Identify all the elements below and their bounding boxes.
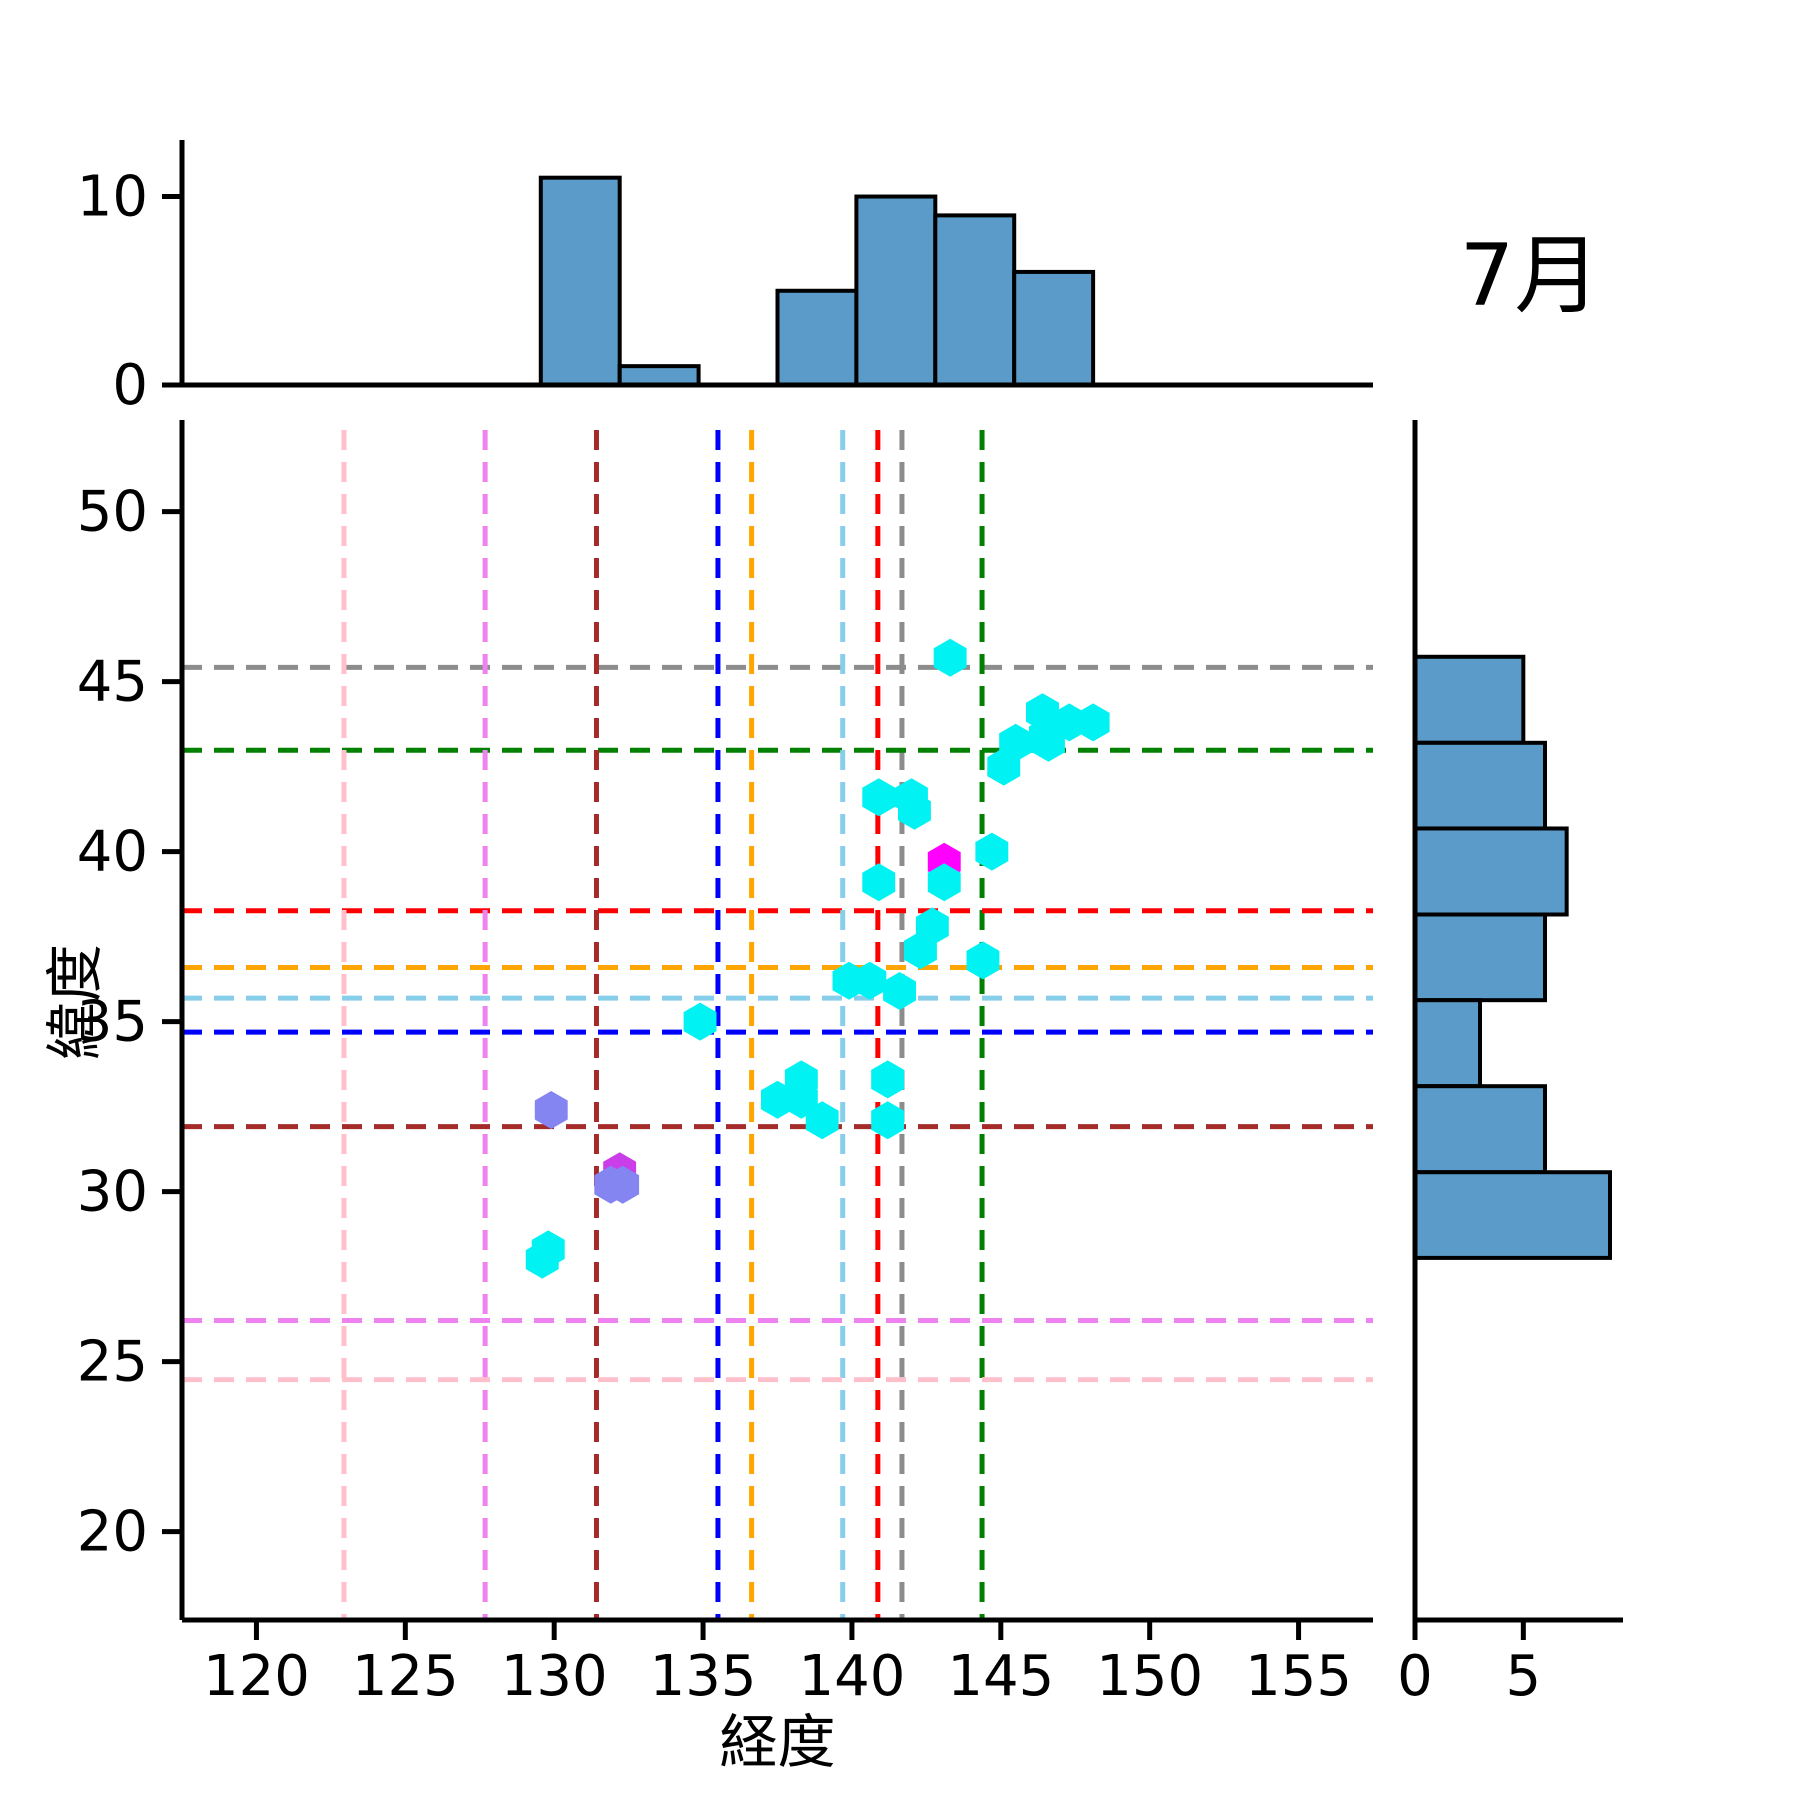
x-tick-label: 145 bbox=[947, 1644, 1054, 1709]
right-hist-bar bbox=[1413, 1170, 1612, 1260]
y-axis-label: 緯度 bbox=[41, 944, 109, 1061]
chart-title: 7月 bbox=[1459, 226, 1601, 326]
y-tick-label: 45 bbox=[77, 650, 148, 715]
scatter-point bbox=[883, 972, 916, 1010]
right-hist-bar bbox=[1413, 740, 1547, 831]
scatter-point bbox=[966, 941, 1000, 980]
x-tick-label: 155 bbox=[1245, 1644, 1352, 1709]
x-tick-label: 150 bbox=[1096, 1644, 1203, 1709]
right-hist-bar bbox=[1413, 912, 1547, 1003]
scatter-point bbox=[853, 961, 887, 1000]
top-hist-bar bbox=[854, 194, 938, 387]
y-tick-label: 35 bbox=[77, 990, 148, 1055]
y-tick-label: 40 bbox=[77, 820, 148, 885]
top-hist-bar bbox=[617, 364, 701, 387]
scatter-point bbox=[606, 1165, 640, 1204]
scatter-point bbox=[975, 832, 1009, 871]
scatter-point bbox=[1032, 723, 1065, 762]
x-tick-label: 130 bbox=[501, 1644, 608, 1709]
x-tick-label: 135 bbox=[650, 1644, 757, 1709]
scatter-point bbox=[904, 931, 937, 970]
scatter-point bbox=[871, 1101, 905, 1140]
right-hist-tick-label: 0 bbox=[1397, 1644, 1433, 1709]
right-hist-bar bbox=[1413, 654, 1526, 745]
scatter-point bbox=[525, 1240, 559, 1279]
scatter-point bbox=[805, 1101, 839, 1140]
scatter-point bbox=[1076, 703, 1110, 742]
right-hist-bar bbox=[1413, 1084, 1547, 1175]
right-hist-bar bbox=[1413, 826, 1569, 917]
scatter-point bbox=[862, 778, 896, 817]
scatter-point bbox=[933, 638, 967, 677]
top-hist-bar bbox=[538, 175, 622, 387]
scatter-point bbox=[898, 791, 931, 830]
right-hist-tick-label: 5 bbox=[1506, 1644, 1542, 1709]
x-axis-label: 経度 bbox=[719, 1708, 836, 1776]
top-hist-tick-label: 10 bbox=[77, 165, 148, 230]
y-tick-label: 20 bbox=[77, 1500, 148, 1565]
x-tick-label: 140 bbox=[798, 1644, 905, 1709]
top-hist-bar bbox=[933, 213, 1017, 387]
top-hist-tick-label: 0 bbox=[112, 353, 148, 418]
y-tick-label: 50 bbox=[77, 480, 148, 545]
scatter-point bbox=[987, 747, 1021, 786]
top-hist-bar bbox=[1012, 269, 1096, 387]
scatter-point bbox=[683, 1002, 717, 1041]
scatter-point bbox=[871, 1060, 905, 1099]
scatter-point bbox=[534, 1091, 568, 1129]
scatter-point bbox=[927, 863, 961, 902]
top-hist-bar bbox=[775, 288, 859, 387]
right-hist-bar bbox=[1413, 998, 1482, 1089]
x-tick-label: 120 bbox=[203, 1644, 310, 1709]
y-tick-label: 25 bbox=[77, 1330, 148, 1395]
x-tick-label: 125 bbox=[352, 1644, 459, 1709]
scatter-point bbox=[862, 863, 896, 902]
y-tick-label: 30 bbox=[77, 1160, 148, 1225]
